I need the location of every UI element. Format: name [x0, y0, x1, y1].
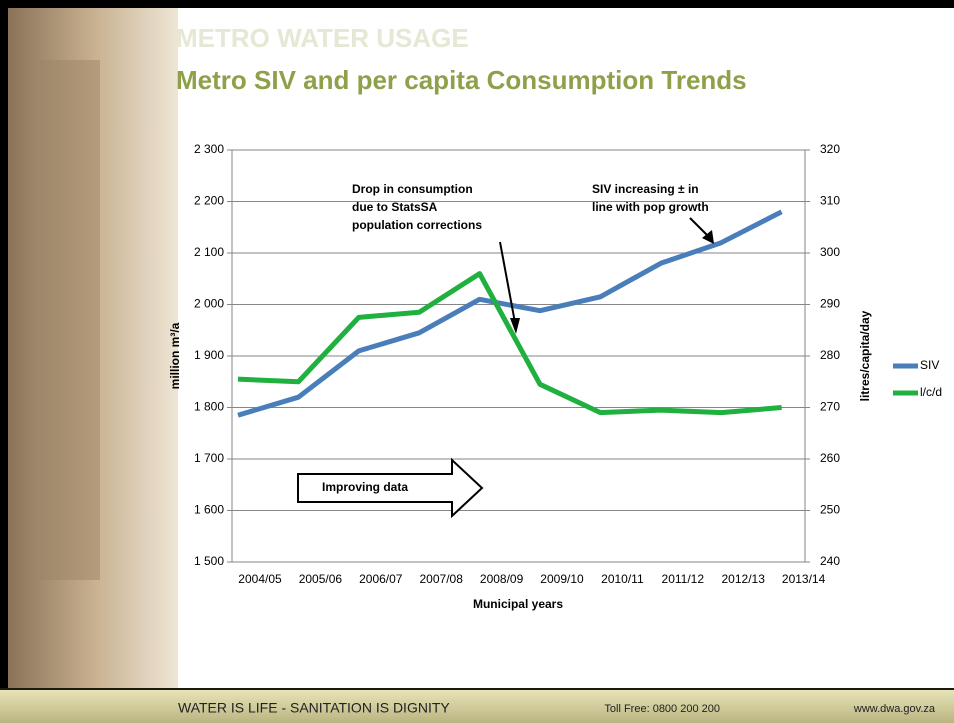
annotation: due to StatsSA [352, 200, 438, 214]
annotation: Drop in consumption [352, 182, 473, 196]
building-shade [40, 60, 100, 580]
y2-tick-label: 260 [820, 451, 840, 465]
x-tick-label: 2007/08 [420, 572, 464, 586]
annotation-arrows [499, 217, 714, 334]
y2-tick-label: 290 [820, 297, 840, 311]
x-tick-label: 2012/13 [722, 572, 766, 586]
annotation: population corrections [352, 218, 482, 232]
y2-tick-label: 310 [820, 194, 840, 208]
y-tick-label: 2 300 [194, 142, 224, 156]
x-axis-title: Municipal years [473, 597, 563, 611]
arrow-head [510, 318, 520, 334]
y-tick-label: 1 900 [194, 348, 224, 362]
x-tick-label: 2005/06 [299, 572, 343, 586]
y-tick-label: 2 000 [194, 297, 224, 311]
y2-tick-label: 240 [820, 554, 840, 568]
series-line [237, 209, 783, 418]
x-tick-label: 2013/14 [782, 572, 826, 586]
y2-tick-label: 320 [820, 142, 840, 156]
annotation: line with pop growth [592, 200, 709, 214]
y2-tick-label: 270 [820, 400, 840, 414]
annotation: Improving data [322, 480, 408, 494]
series-line [237, 271, 782, 416]
y2-tick-label: 250 [820, 503, 840, 517]
chart: 1 500 1 600 1 700 1 800 1 900 2 000 2 100 2 200… [168, 142, 942, 611]
y-tick-label: 2 100 [194, 245, 224, 259]
y-tick-label: 1 500 [194, 554, 224, 568]
x-tick-label: 2011/12 [662, 572, 705, 586]
footer-band [0, 690, 954, 723]
x-tick-label: 2009/10 [540, 572, 584, 586]
legend-label: SIV [920, 358, 939, 372]
y2-tick-label: 280 [820, 348, 840, 362]
x-tick-label: 2010/11 [601, 572, 644, 586]
y-tick-label: 1 800 [194, 400, 224, 414]
x-tick-label: 2008/09 [480, 572, 524, 586]
legend-label: l/c/d [920, 385, 942, 399]
y2-tick-label: 300 [820, 245, 840, 259]
y-tick-label: 2 200 [194, 194, 224, 208]
slide-title: Metro SIV and per capita Consumption Tre… [176, 65, 747, 95]
footer-website: www.dwa.gov.za [853, 703, 936, 715]
y2-axis-title: litres/capita/day [858, 310, 872, 401]
footer-motto: WATER IS LIFE - SANITATION IS DIGNITY [178, 700, 450, 716]
footer-phone: Toll Free: 0800 200 200 [604, 703, 720, 715]
kicker: METRO WATER USAGE [176, 23, 469, 53]
y-tick-label: 1 700 [194, 451, 224, 465]
arrow-line [499, 241, 517, 329]
x-tick-label: 2004/05 [238, 572, 282, 586]
improving-arrow [297, 457, 484, 519]
y-tick-label: 1 600 [194, 503, 224, 517]
arrow-head [702, 230, 714, 244]
x-tick-label: 2006/07 [359, 572, 403, 586]
content-bg [178, 8, 954, 688]
annotation: SIV increasing ± in [592, 182, 699, 196]
y-axis-title: million m³/a [168, 322, 182, 389]
